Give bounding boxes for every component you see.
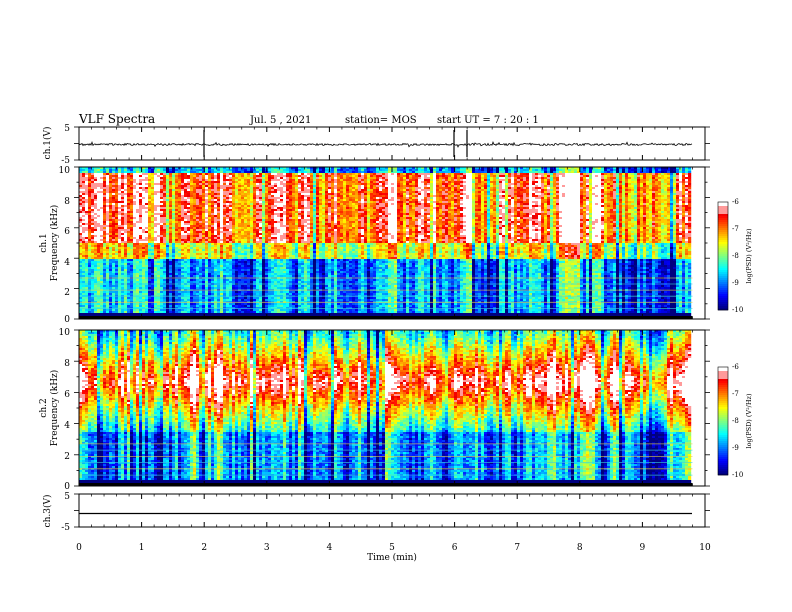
panel-ch3-waveform: 5 -5 ch.3(V) [42, 492, 710, 533]
x-tick-5: 5 [389, 543, 395, 553]
colorbar-ch1-tick-neg9: -9 [732, 279, 739, 287]
x-tick-6: 6 [452, 543, 458, 553]
ch2-freq-tick-2: 2 [64, 452, 70, 462]
x-tick-2: 2 [201, 543, 207, 553]
colorbar-ch2-tick-neg10: -10 [732, 471, 743, 479]
x-tick-10: 10 [699, 543, 711, 553]
ch1-ytick-neg5: -5 [61, 156, 70, 166]
ch1-freq-tick-2: 2 [64, 288, 70, 298]
ch1-spectrogram-channel-label: ch.1 [39, 233, 49, 252]
ch1-freq-tick-8: 8 [64, 197, 70, 207]
colorbar-ch1-tick-neg6: -6 [732, 198, 739, 206]
figure-header: VLF Spectra Jul. 5 , 2021 station= MOS s… [78, 112, 539, 126]
ch1-spectrogram-image [79, 167, 705, 319]
ch2-freq-tick-10: 10 [59, 328, 71, 338]
x-axis: 0 1 2 3 4 5 6 7 8 9 10 Time (min) [76, 543, 711, 563]
ch3-ytick-neg5: -5 [61, 523, 70, 533]
colorbar-ch2-tick-neg9: -9 [732, 444, 739, 452]
ch3-waveform-ylabel: ch.3(V) [42, 495, 53, 528]
x-tick-9: 9 [640, 543, 646, 553]
colorbar-ch1-tick-neg7: -7 [732, 225, 739, 233]
x-tick-8: 8 [577, 543, 583, 553]
ch2-freq-tick-4: 4 [64, 421, 70, 431]
station-label: station= MOS [345, 115, 417, 126]
ch1-freq-tick-0: 0 [64, 315, 70, 325]
colorbar-ch1-tick-neg8: -8 [732, 252, 739, 260]
ch2-freq-tick-6: 6 [64, 390, 70, 400]
ch3-ytick-5: 5 [64, 492, 70, 502]
x-tick-7: 7 [514, 543, 520, 553]
ch2-freq-tick-8: 8 [64, 359, 70, 369]
panel-ch1-waveform: 5 -5 ch.1(V) [42, 124, 710, 166]
x-tick-0: 0 [76, 543, 82, 553]
x-tick-1: 1 [139, 543, 145, 553]
panel-ch1-spectrogram: 0 2 4 6 8 10 ch.1 Frequency (kHz) [39, 166, 710, 325]
colorbar-ch1-tick-neg10: -10 [732, 306, 743, 314]
colorbar-ch2-gradient [718, 367, 728, 475]
ch1-waveform-ylabel: ch.1(V) [42, 127, 53, 160]
ch1-spectrogram-ylabel: Frequency (kHz) [49, 205, 60, 282]
ch1-freq-tick-6: 6 [64, 227, 70, 237]
colorbar-ch2-label: log(PSD) (V²/Hz) [745, 393, 753, 448]
panel-ch2-spectrogram: 0 2 4 6 8 10 ch.2 Frequency (kHz) [39, 328, 710, 492]
ch2-spectrogram-channel-label: ch.2 [39, 398, 49, 417]
colorbar-ch2-tick-neg6: -6 [732, 363, 739, 371]
figure-title: VLF Spectra [78, 112, 155, 126]
start-time-label: start UT = 7 : 20 : 1 [437, 115, 539, 126]
ch2-spectrogram-image [79, 330, 705, 486]
ch2-freq-tick-0: 0 [64, 482, 70, 492]
x-axis-label: Time (min) [367, 552, 417, 563]
colorbar-ch2-tick-neg8: -8 [732, 417, 739, 425]
date-label: Jul. 5 , 2021 [249, 115, 311, 126]
x-tick-3: 3 [264, 543, 270, 553]
vlf-spectra-figure: VLF Spectra Jul. 5 , 2021 station= MOS s… [0, 0, 792, 612]
colorbar-ch1-gradient [718, 202, 728, 310]
ch1-freq-tick-10: 10 [59, 166, 71, 176]
ch1-ytick-5: 5 [64, 124, 70, 134]
ch2-spectrogram-ylabel: Frequency (kHz) [49, 370, 60, 447]
colorbar-ch1: -6 -7 -8 -9 -10 log(PSD) (V²/Hz) [718, 198, 753, 314]
ch1-freq-tick-4: 4 [64, 258, 70, 268]
colorbar-ch1-label: log(PSD) (V²/Hz) [745, 228, 753, 283]
colorbar-ch2: -6 -7 -8 -9 -10 log(PSD) (V²/Hz) [718, 363, 753, 479]
colorbar-ch2-tick-neg7: -7 [732, 390, 739, 398]
x-tick-4: 4 [327, 543, 333, 553]
